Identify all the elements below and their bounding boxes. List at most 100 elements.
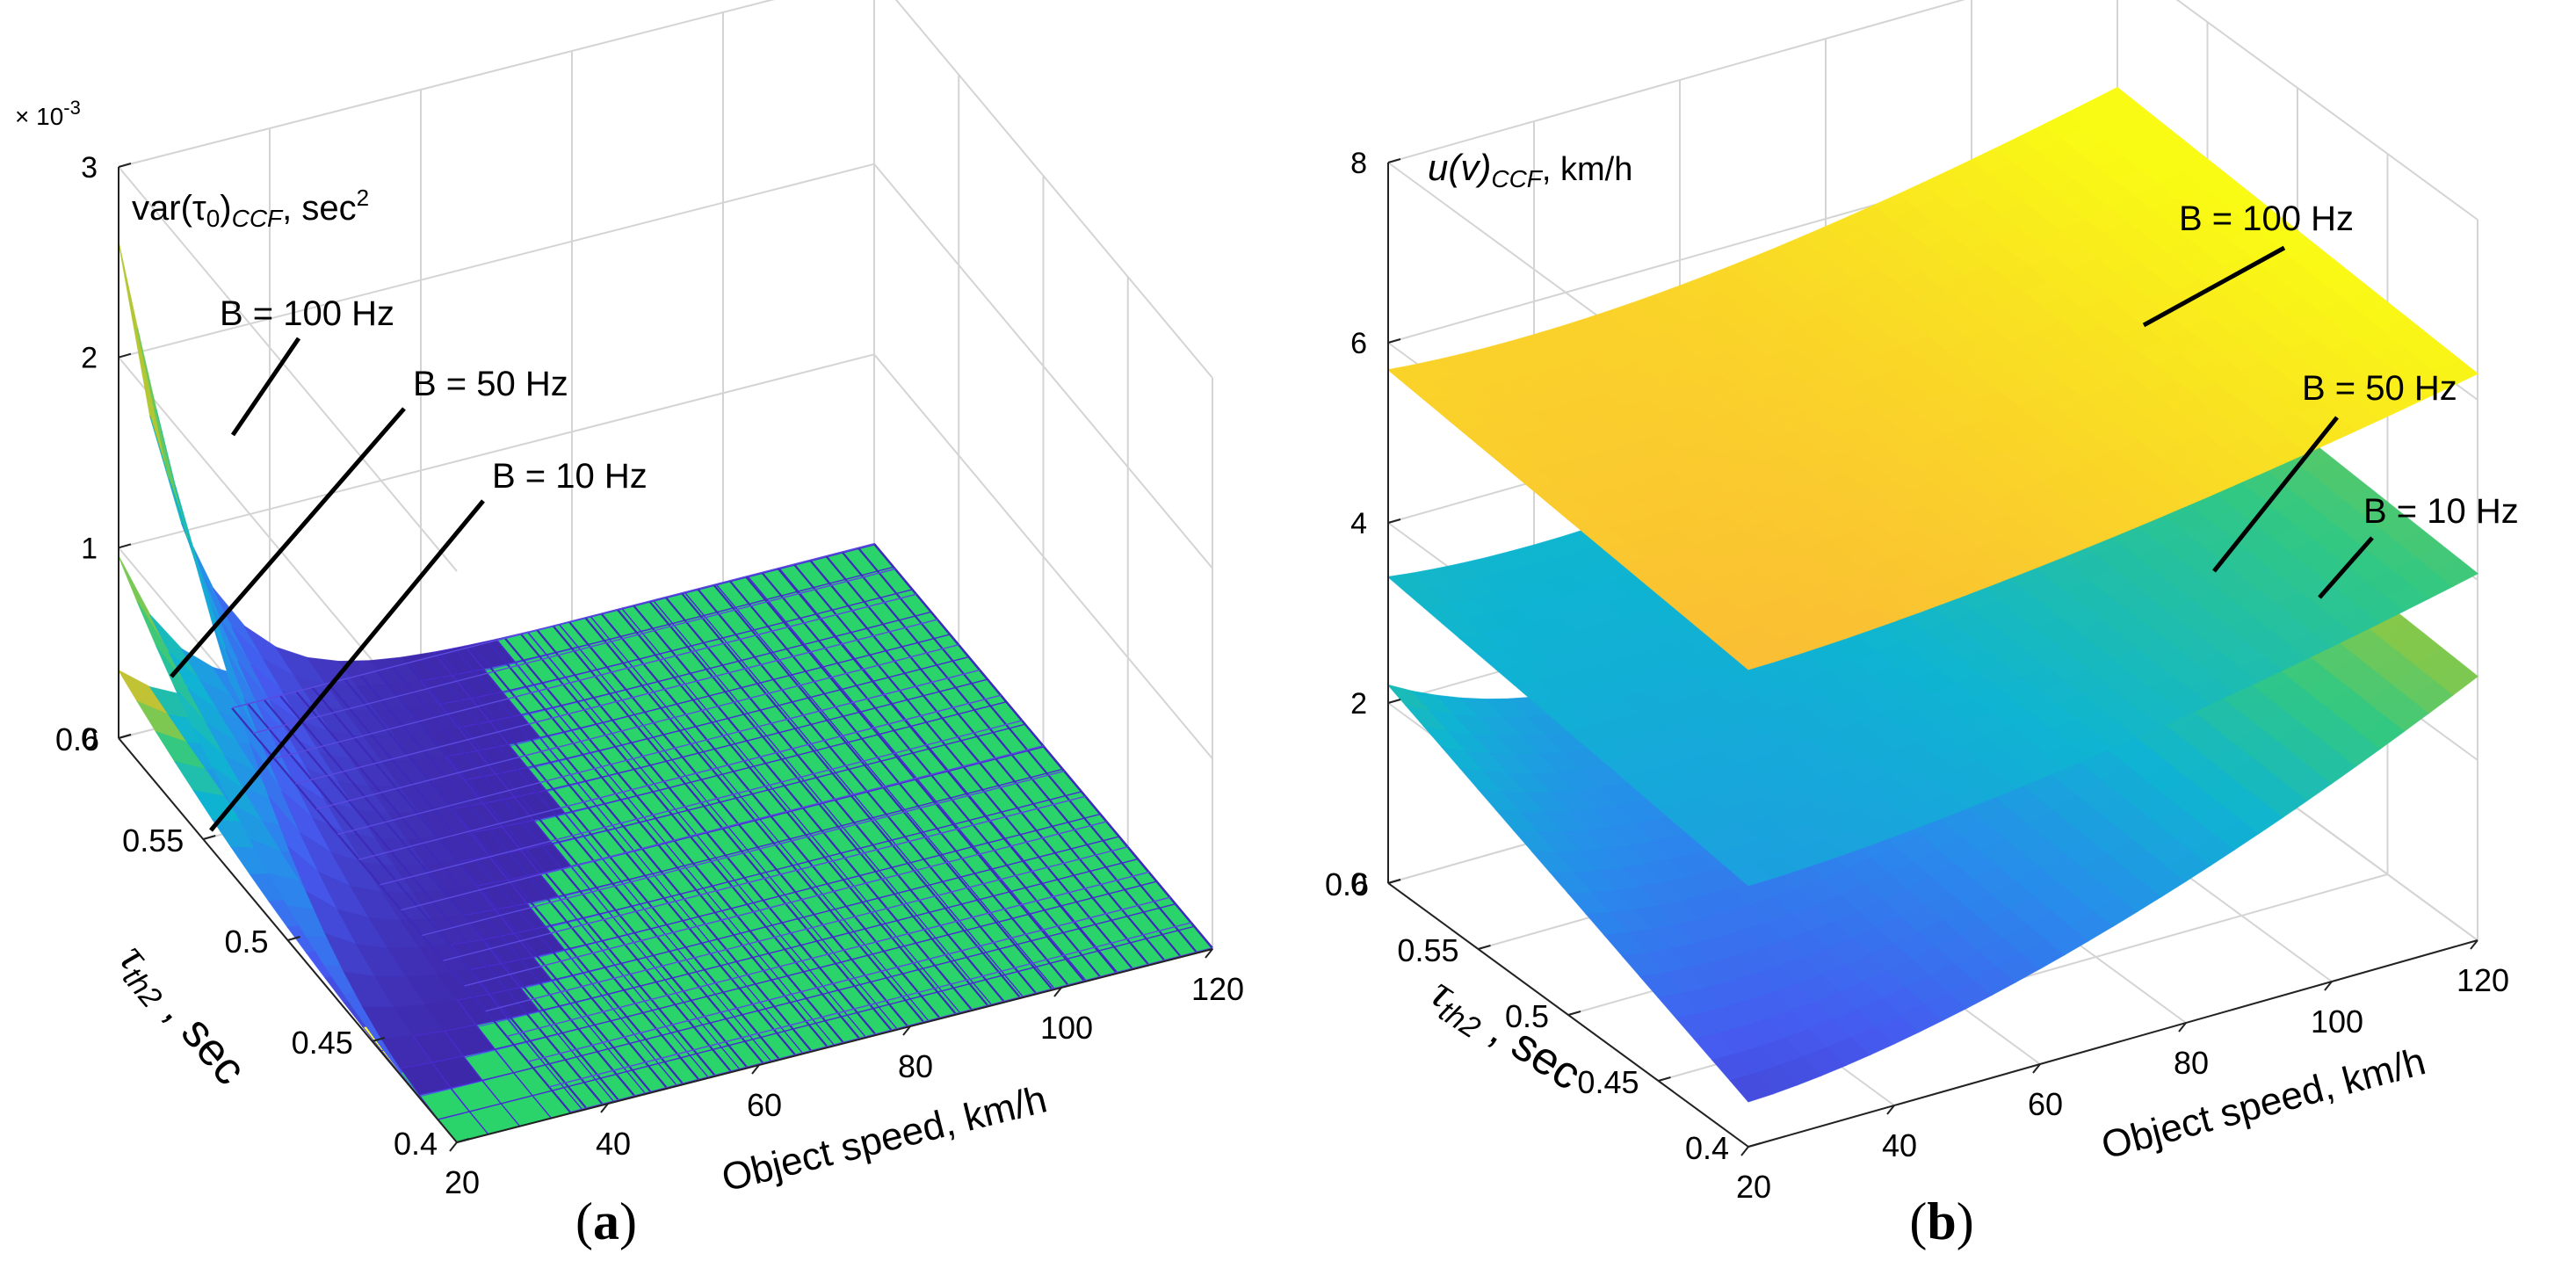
panel-a-z-tick-label: 1 xyxy=(81,532,98,565)
panel-b-x-tick xyxy=(2032,1063,2041,1074)
panel-a-grid-side-h xyxy=(873,353,1213,759)
panel-b: 0 2 4 6 8 20 40 60 80 100 120 0.4 0.45 0.5 0.55 0.6 Obje… xyxy=(1325,0,2519,1205)
panel-b-z-tick-label: 2 xyxy=(1350,687,1367,721)
panel-a-series-label: B = 10 Hz xyxy=(492,457,648,496)
panel-a-base-line xyxy=(422,770,1065,937)
panel-a-z-tick-label: 0 xyxy=(81,722,98,756)
panel-b-x-tick-label: 20 xyxy=(1736,1169,1771,1205)
panel-b-grid-side-h xyxy=(2175,0,2478,221)
panel-b-x-tick-label: 80 xyxy=(2174,1045,2209,1081)
panel-b-y-tick-label: 0.6 xyxy=(1325,866,1369,902)
panel-a-z-label-part: CCF xyxy=(232,205,284,232)
panel-a-x-tick-label: 60 xyxy=(747,1087,782,1123)
panel-b-surface-2-cell xyxy=(2434,661,2478,696)
panel-a-z-exponent-power: -3 xyxy=(63,97,81,119)
panel-a-z-label: var(τ0)CCF, sec2 xyxy=(132,185,369,232)
panel-b-z-tick xyxy=(1387,158,1401,163)
panel-b-series-label: B = 50 Hz xyxy=(2302,369,2457,408)
panel-a-base-line xyxy=(527,896,1171,1062)
panel-b-z-label-unit: , km/h xyxy=(1542,151,1632,188)
panel-b-y-tick xyxy=(1658,1076,1671,1082)
panel-a-base-line xyxy=(401,745,1044,911)
panel-a-y-tick-label: 0.45 xyxy=(292,1025,353,1061)
panel-a-base-line xyxy=(295,619,938,785)
panel-a-z-label-part: , sec xyxy=(282,189,356,228)
panel-b-x-label: Object speed, km/h xyxy=(2097,1040,2430,1167)
panel-a-base-line xyxy=(485,846,1128,1012)
panel-a-x-tick xyxy=(449,1141,458,1152)
panel-a-x-tick xyxy=(600,1103,609,1113)
panel-a-letter: a xyxy=(593,1192,619,1250)
panel-a-base-line xyxy=(506,871,1149,1038)
panel-a-y-tick-label: 0.5 xyxy=(224,924,268,960)
panel-b-x-tick xyxy=(2324,981,2333,991)
panel-b-surface-0-cell xyxy=(2434,359,2479,387)
panel-a-y-tick xyxy=(456,1138,470,1143)
panel-b-surface-0 xyxy=(1386,86,2479,670)
panel-b-z-label: u(v)CCF, km/h xyxy=(1428,147,1632,192)
panel-b-y-tick-label: 0.4 xyxy=(1685,1130,1729,1166)
panel-a-base-line xyxy=(873,542,1213,949)
panel-a-x-axis xyxy=(456,948,1213,1143)
panel-b-z-tick-label: 6 xyxy=(1350,327,1367,360)
panel-a-x-tick xyxy=(1205,948,1213,959)
panel-b-z-tick xyxy=(1387,518,1401,524)
panel-a-series-leader xyxy=(230,337,301,437)
panel-b-z-label-sub: CCF xyxy=(1491,165,1543,192)
panel-a-z-label-part: 0 xyxy=(206,205,221,232)
panel-a-y-tick xyxy=(118,734,132,739)
panel-b-grid-back-h xyxy=(1387,0,1966,163)
panel-a-x-tick-label: 20 xyxy=(445,1164,480,1200)
panel-a-y-tick xyxy=(202,835,216,840)
panel-a-base-line xyxy=(443,795,1086,961)
panel-a-grid-back-h xyxy=(118,163,875,359)
panel-a-y-tick-label: 0.55 xyxy=(122,822,184,859)
panel-b-x-tick-label: 100 xyxy=(2311,1004,2363,1040)
panel-a-label: (a) xyxy=(575,1192,637,1250)
panel-a-base-line xyxy=(273,593,917,759)
panel-a-y-tick xyxy=(287,936,300,941)
panel-b-x-tick-label: 60 xyxy=(2028,1086,2063,1122)
panel-b-x-tick-label: 120 xyxy=(2457,962,2509,998)
panel-b-x-axis xyxy=(1747,939,2478,1148)
panel-b-label: (b) xyxy=(1909,1192,1973,1250)
panel-b-x-tick xyxy=(2178,1022,2187,1033)
panel-a-series-label: B = 50 Hz xyxy=(413,365,568,403)
panel-a-base-line xyxy=(380,720,1023,886)
panel-a-z-tick xyxy=(118,543,132,549)
panel-b-letter: b xyxy=(1927,1192,1956,1250)
panel-a-x-tick xyxy=(1053,987,1062,997)
panel-a-grid-side-h xyxy=(894,0,1213,379)
panel-a-x-tick xyxy=(751,1064,760,1075)
panel-b-y-tick xyxy=(1567,1011,1581,1016)
panel-b-z-tick xyxy=(1387,699,1401,704)
panel-b-y-tick-label: 0.5 xyxy=(1505,998,1549,1034)
panel-a-z-label-part: ) xyxy=(220,189,231,228)
panel-a-grid-side-h xyxy=(873,163,1213,569)
panel-a-base-line xyxy=(252,568,896,735)
panel-b-surface-1-cell xyxy=(2434,558,2479,587)
panel-a-z-tick-label: 2 xyxy=(81,342,98,375)
panel-a-base-line xyxy=(569,947,1213,1113)
panel-a-grid-left-h xyxy=(118,166,458,572)
panel-b-y-label: τth2 , sec xyxy=(1419,967,1589,1105)
panel-a-base-line xyxy=(464,821,1107,987)
panel-a-x-tick-label: 100 xyxy=(1040,1010,1093,1046)
panel-b-x-tick xyxy=(1740,1146,1749,1156)
panel-b-y-tick-label: 0.55 xyxy=(1397,932,1458,968)
panel-a-x-tick-label: 40 xyxy=(596,1126,631,1162)
panel-b-series-label: B = 100 Hz xyxy=(2179,199,2354,238)
panel-a-z-tick-label: 3 xyxy=(81,151,98,185)
panel-b-z-tick-label: 8 xyxy=(1350,147,1367,180)
panel-a-z-exponent: × 10-3 xyxy=(15,97,81,130)
panel-b-z-tick-label: 0 xyxy=(1350,867,1367,901)
panel-a-y-tick-label: 0.4 xyxy=(394,1126,438,1162)
panel-a-series-label: B = 100 Hz xyxy=(220,294,394,333)
panel-b-y-tick-label: 0.45 xyxy=(1577,1064,1639,1100)
panel-a-grid-back-h xyxy=(118,353,875,549)
panel-b-series-label: B = 10 Hz xyxy=(2363,492,2519,531)
panel-a-series-leader xyxy=(209,499,485,832)
panel-a-x-tick-label: 120 xyxy=(1191,971,1244,1007)
